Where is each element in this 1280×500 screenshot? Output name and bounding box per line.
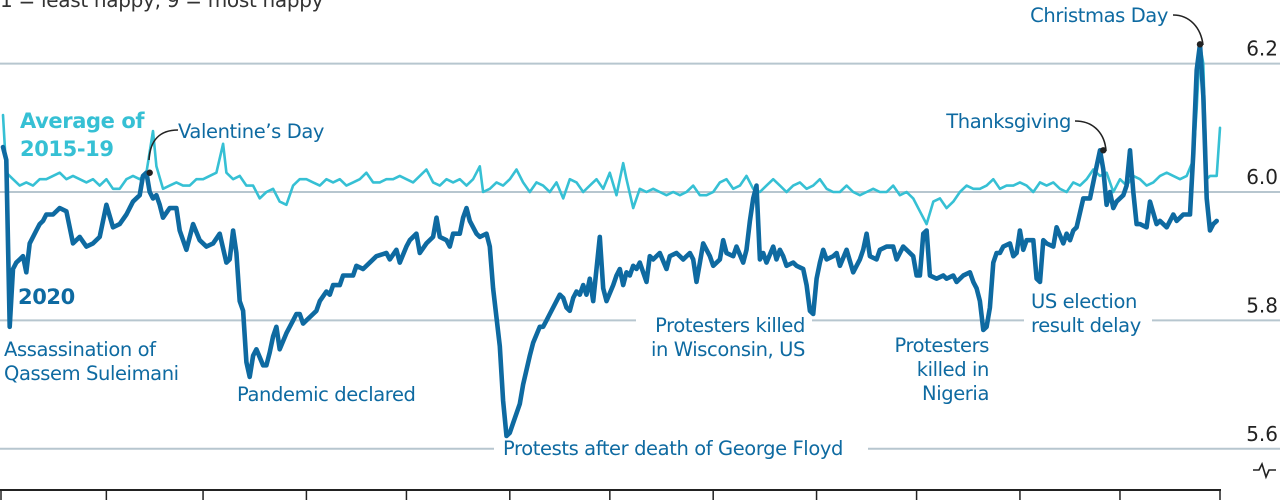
series-lines bbox=[0, 42, 1222, 439]
y-axis-labels: 6.2 6.0 5.8 5.6 bbox=[1246, 37, 1278, 480]
annotation-marker-christmas bbox=[1196, 41, 1204, 48]
gridline-gap bbox=[494, 445, 868, 451]
x-axis bbox=[0, 489, 1221, 500]
annotation-valentines-day: Valentine’s Day bbox=[178, 120, 324, 143]
annotation-christmas: Christmas Day bbox=[1030, 4, 1168, 27]
y-tick-label: 6.0 bbox=[1246, 165, 1278, 189]
series-line-2020 bbox=[0, 42, 1219, 439]
annotation-thanksgiving: Thanksgiving bbox=[945, 110, 1071, 133]
legend-label-2020: 2020 bbox=[18, 285, 75, 309]
gridline-gap bbox=[1024, 317, 1152, 323]
y-tick-label: 5.8 bbox=[1246, 293, 1278, 317]
annotation-wisconsin: Protesters killed in Wisconsin, US bbox=[651, 314, 805, 361]
y-tick-label: 6.2 bbox=[1246, 37, 1278, 61]
annotation-george-floyd: Protests after death of George Floyd bbox=[503, 437, 843, 460]
annotation-suleimani: Assassination of Qassem Suleimani bbox=[4, 338, 179, 385]
annotation-leader-valentines-day bbox=[148, 129, 179, 161]
annotation-marker-thanksgiving bbox=[1100, 147, 1107, 154]
annotation-nigeria: Protesters killed in Nigeria bbox=[894, 334, 989, 405]
series-line-average-2015-19 bbox=[1, 43, 1222, 226]
y-tick-label: 5.6 bbox=[1246, 422, 1278, 446]
axis-break-icon bbox=[1253, 461, 1276, 480]
legend-label-average: Average of 2015-19 bbox=[20, 109, 145, 161]
annotation-us-election: US election result delay bbox=[1031, 290, 1141, 337]
annotations: Average of 2015-19 2020 Valentine’s Day Assa… bbox=[4, 4, 1204, 460]
annotation-leader-thanksgiving bbox=[1074, 120, 1107, 152]
annotation-pandemic: Pandemic declared bbox=[237, 383, 416, 406]
gridline-gap bbox=[636, 317, 812, 323]
annotation-leader-christmas bbox=[1172, 14, 1204, 46]
chart-subtitle: 1 = least happy, 9 = most happy bbox=[0, 0, 324, 12]
annotation-marker-valentines-day bbox=[146, 169, 153, 176]
